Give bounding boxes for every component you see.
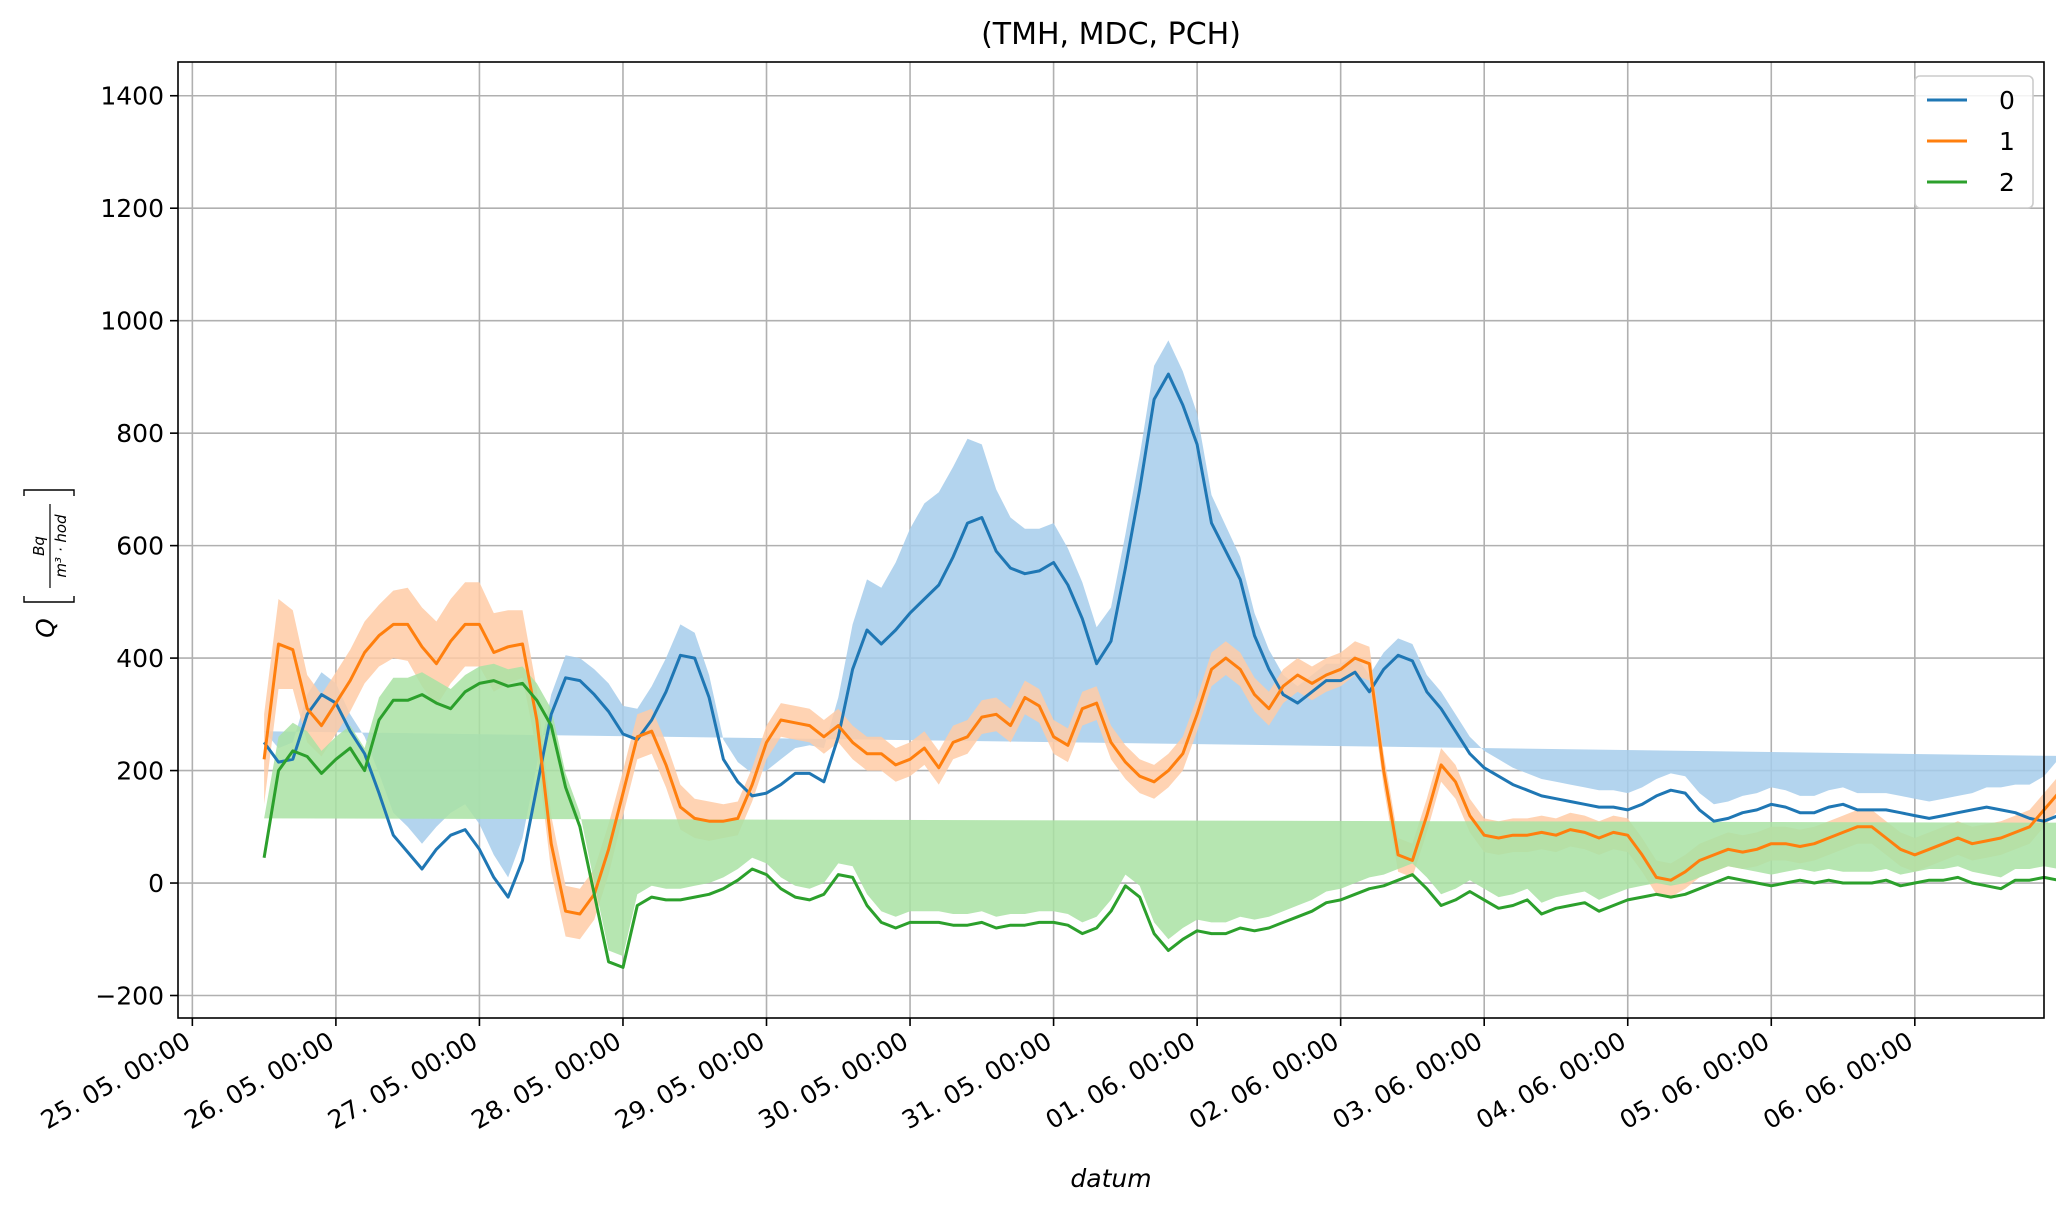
- legend-box: [1914, 75, 2034, 209]
- y-tick-label: −200: [95, 982, 164, 1011]
- y-tick-label: 1400: [100, 82, 164, 111]
- series-0-line: [262, 372, 2056, 899]
- y-axis-unit-brackets: [23, 489, 75, 603]
- y-tick-label: 1200: [100, 194, 164, 223]
- legend-label-0: 0: [1999, 86, 2015, 115]
- plot-frame: [177, 61, 2045, 1019]
- y-tick-label: 600: [116, 532, 164, 561]
- series-lines: [262, 372, 2056, 969]
- series-2-band: [264, 663, 2056, 957]
- series-0-band: [264, 340, 2056, 878]
- y-tick-label: 1000: [100, 307, 164, 336]
- chart-title: (TMH, MDC, PCH): [981, 17, 1241, 52]
- y-axis-unit-denominator: m³ · hod: [52, 514, 70, 578]
- series-1-line: [262, 622, 2056, 916]
- legend: 0 1 2: [1914, 75, 2034, 209]
- x-axis-label: datum: [1070, 1164, 1151, 1193]
- y-tick-label: 200: [116, 757, 164, 786]
- y-axis-label: Q Bq m³ · hod: [23, 489, 75, 638]
- y-axis-unit-numerator: Bq: [30, 536, 48, 556]
- legend-label-1: 1: [1999, 127, 2015, 156]
- confidence-bands: [264, 340, 2056, 957]
- y-tick-label: 0: [148, 869, 164, 898]
- legend-label-2: 2: [1999, 168, 2015, 197]
- series-2-line: [262, 679, 2056, 969]
- y-tick-label: 400: [116, 644, 164, 673]
- y-axis-label-symbol: Q: [31, 618, 60, 638]
- y-tick-label: 800: [116, 419, 164, 448]
